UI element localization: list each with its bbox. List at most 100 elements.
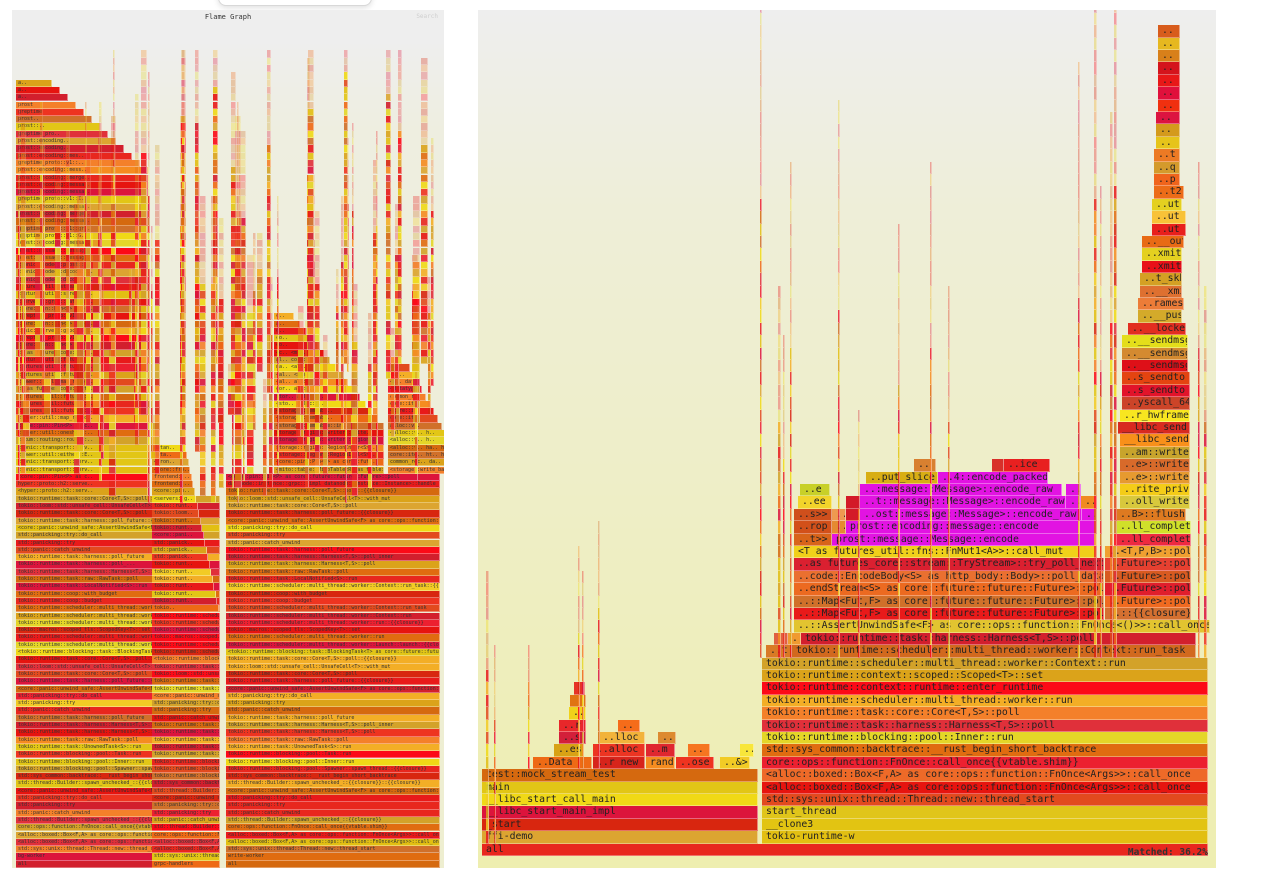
flame-frame-thin[interactable]: [218, 378, 224, 387]
flame-frame-thin[interactable]: [42, 262, 45, 270]
flame-frame-thin[interactable]: [86, 254, 91, 263]
flame-frame-thin[interactable]: [431, 247, 434, 255]
flame-frame-thin[interactable]: [85, 181, 87, 190]
flame-frame-thin[interactable]: [267, 349, 271, 357]
flame-frame-thin[interactable]: [257, 298, 263, 306]
flame-frame[interactable]: a..: [16, 94, 68, 102]
flame-frame-thin[interactable]: [211, 466, 216, 474]
flame-frame-thin[interactable]: [135, 415, 139, 423]
flame-frame[interactable]: c..: [274, 313, 294, 321]
flame-frame-thin[interactable]: [307, 422, 310, 430]
flame-frame-thin[interactable]: [155, 167, 160, 175]
flame-frame-thin[interactable]: [55, 378, 61, 387]
flame-frame-thin[interactable]: [195, 203, 199, 211]
flame-frame-thin[interactable]: [231, 174, 236, 182]
flame-frame-thin[interactable]: [598, 620, 600, 633]
flame-frame-thin[interactable]: [376, 181, 378, 190]
flame-frame-thin[interactable]: [18, 101, 20, 109]
flame-frame-thin[interactable]: [109, 386, 116, 394]
flame-frame-thin[interactable]: [578, 756, 580, 770]
flame-frame-thin[interactable]: [148, 86, 150, 95]
flame-frame-thin[interactable]: [1100, 446, 1102, 460]
flame-frame-thin[interactable]: [1110, 558, 1113, 571]
flame-frame[interactable]: ..Future>::poll: [1105, 583, 1191, 596]
flame-frame-thin[interactable]: [376, 430, 378, 438]
flame-frame-thin[interactable]: [18, 305, 20, 314]
flame-frame-thin[interactable]: [760, 260, 762, 274]
flame-frame-thin[interactable]: [235, 159, 241, 168]
flame-frame-thin[interactable]: [101, 276, 104, 284]
flame-frame-thin[interactable]: [257, 313, 263, 321]
flame-frame-thin[interactable]: [247, 437, 254, 445]
flame-frame-thin[interactable]: [18, 196, 20, 204]
flame-frame-thin[interactable]: [195, 211, 199, 219]
flame-frame-thin[interactable]: [344, 298, 348, 306]
flame-frame-thin[interactable]: [211, 422, 216, 430]
flame-frame-thin[interactable]: [235, 218, 241, 226]
flame-frame-thin[interactable]: [323, 357, 328, 365]
flame-frame[interactable]: ..t: [1154, 149, 1180, 162]
flame-frame-thin[interactable]: [141, 94, 147, 102]
flame-frame-thin[interactable]: [376, 364, 378, 372]
flame-frame-thin[interactable]: [898, 446, 900, 460]
flame-frame-thin[interactable]: [1094, 149, 1097, 162]
flame-frame-thin[interactable]: [74, 466, 80, 474]
flame-frame-thin[interactable]: [308, 327, 314, 336]
flame-frame-thin[interactable]: [141, 386, 147, 394]
flame-frame-thin[interactable]: [22, 320, 24, 328]
flame-frame-thin[interactable]: [421, 262, 428, 270]
flame-frame-thin[interactable]: [22, 378, 24, 387]
flame-frame-thin[interactable]: [930, 161, 932, 174]
flame-frame-thin[interactable]: [180, 495, 183, 503]
flame-frame-thin[interactable]: [109, 342, 116, 350]
flame-frame-thin[interactable]: [277, 415, 279, 423]
flame-frame-thin[interactable]: [398, 159, 402, 168]
flame-frame-thin[interactable]: [1110, 223, 1113, 236]
flame-frame-thin[interactable]: [391, 400, 395, 409]
flame-frame-thin[interactable]: [347, 145, 349, 153]
flame-frame-thin[interactable]: [486, 608, 489, 621]
flame-frame-thin[interactable]: [323, 451, 328, 460]
flame-frame-thin[interactable]: [1078, 273, 1080, 286]
flame-frame-thin[interactable]: [1094, 273, 1097, 286]
flame-frame-thin[interactable]: [431, 349, 434, 357]
flame-frame-thin[interactable]: [111, 240, 116, 248]
flame-frame-thin[interactable]: [930, 248, 932, 261]
flame-frame-thin[interactable]: [213, 181, 218, 190]
flame-frame-thin[interactable]: [345, 466, 347, 474]
flame-frame[interactable]: ..::AssertUnwindSafe<F> as core::ops::fu…: [794, 620, 1210, 633]
flame-frame-thin[interactable]: [195, 79, 199, 87]
flame-frame-thin[interactable]: [598, 570, 600, 584]
flame-frame-thin[interactable]: [838, 236, 840, 249]
flame-frame[interactable]: tokio::runtime::task::..: [152, 722, 220, 730]
flame-frame-thin[interactable]: [398, 232, 402, 241]
flame-frame-thin[interactable]: [790, 645, 792, 658]
flame-frame-thin[interactable]: [898, 595, 900, 608]
flame-frame-thin[interactable]: [1100, 496, 1102, 509]
flame-frame-thin[interactable]: [109, 415, 116, 423]
flame-frame-thin[interactable]: [1078, 124, 1080, 137]
flame-frame-thin[interactable]: [182, 298, 186, 306]
flame-frame-thin[interactable]: [269, 357, 273, 365]
flame-frame-thin[interactable]: [148, 393, 150, 401]
flame-frame-thin[interactable]: [421, 254, 428, 263]
flame-frame-thin[interactable]: [308, 276, 314, 284]
flame-frame-thin[interactable]: [141, 400, 147, 409]
flame-frame-thin[interactable]: [267, 116, 271, 124]
flame-frame-thin[interactable]: [1094, 50, 1097, 63]
flame-frame-thin[interactable]: [296, 430, 301, 438]
flame-frame-thin[interactable]: [1114, 310, 1117, 323]
flame-frame-thin[interactable]: [298, 313, 304, 321]
flame-frame-thin[interactable]: [858, 521, 860, 534]
flame-frame-thin[interactable]: [1114, 632, 1117, 646]
flame-frame-thin[interactable]: [151, 408, 153, 416]
flame-frame-thin[interactable]: [247, 466, 254, 474]
flame-frame[interactable]: prost::..: [16, 123, 100, 131]
flame-frame-thin[interactable]: [151, 444, 153, 452]
flame-frame-thin[interactable]: [182, 408, 186, 416]
flame-frame-thin[interactable]: [99, 145, 102, 153]
flame-frame-thin[interactable]: [219, 481, 224, 489]
flame-frame-thin[interactable]: [930, 484, 932, 497]
flame-frame-thin[interactable]: [308, 269, 314, 277]
flame-frame-thin[interactable]: [235, 349, 242, 357]
